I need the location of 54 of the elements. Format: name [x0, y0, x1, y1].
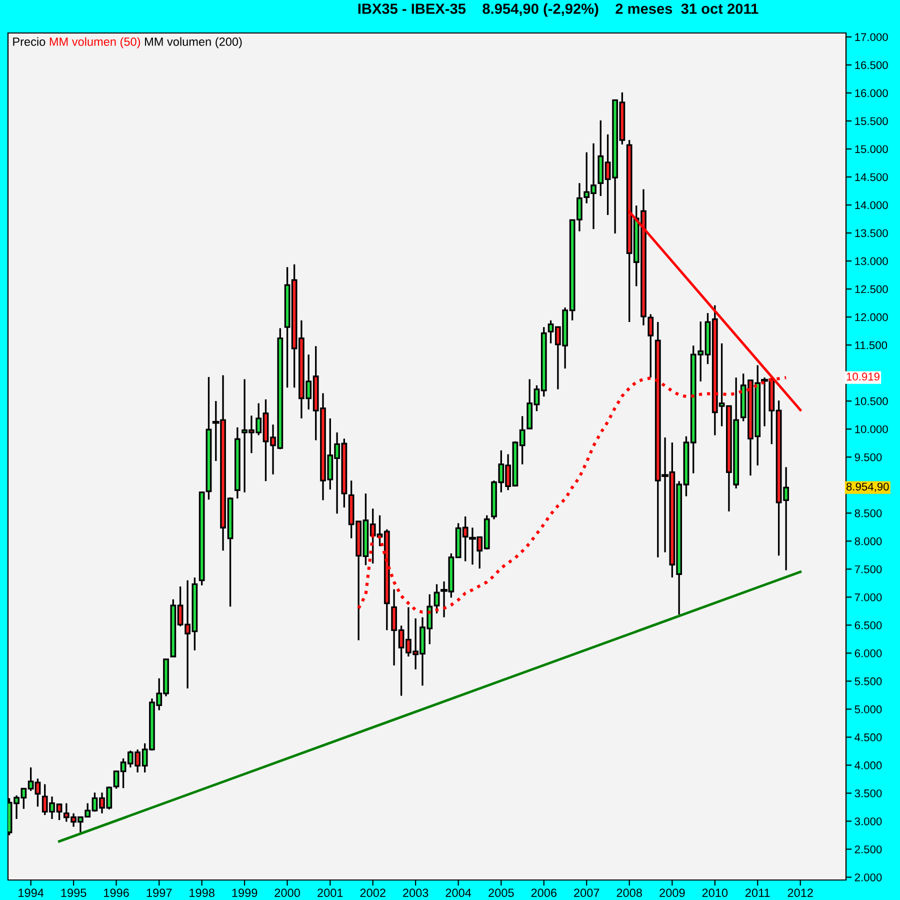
y-tick-label: 3.000: [854, 817, 882, 826]
y-tick-label: 6.500: [854, 621, 882, 630]
y-tick-label: 12.000: [855, 313, 888, 322]
x-tick-label: 2012: [788, 888, 813, 898]
y-tick-label: 8.000: [854, 537, 882, 546]
x-tick-label: 2008: [616, 888, 642, 898]
x-tick-label: 1995: [61, 888, 86, 898]
y-tick-label: 6.000: [854, 649, 882, 658]
y-tick-label: 15.000: [855, 145, 888, 154]
x-tick-label: 2011: [746, 888, 770, 898]
y-tick-label: 2.500: [854, 845, 882, 854]
y-tick-label: 13.500: [855, 229, 888, 238]
x-tick-label: 2004: [446, 888, 472, 898]
y-tick-label: 4.500: [854, 733, 882, 742]
y-tick-label: 12.500: [855, 285, 888, 294]
text: MM volumen (50): [50, 37, 140, 48]
x-tick-label: 2000: [274, 888, 300, 898]
y-tick-label: 16.500: [855, 61, 888, 70]
annotation: MM volumen (200): [145, 37, 242, 48]
y-tick-label: 17.000: [855, 33, 888, 42]
x-tick-label: 1994: [18, 888, 44, 898]
x-tick-label: 2009: [660, 888, 685, 898]
x-tick-label: 2002: [360, 888, 386, 898]
y-tick-label: 3.500: [854, 789, 882, 798]
x-tick-label: 2005: [488, 888, 514, 898]
x-tick-label: 1998: [190, 888, 214, 898]
y-tick-label: 9.500: [854, 453, 882, 462]
y-tick-label: 4.000: [854, 761, 882, 770]
x-tick-label: 2006: [531, 888, 556, 898]
y-tick-label: 10.000: [855, 425, 888, 434]
y-tick-label: 15.500: [855, 117, 888, 126]
y-tick-label: 5.000: [854, 705, 882, 714]
x-tick-label: 2001: [318, 888, 343, 898]
chart-title: IBX35 - IBEX-35 8.954,90 (-2,92%) 2 meses 31 oct 2011: [358, 3, 758, 17]
y-tick-label: 11.500: [855, 341, 888, 350]
text: 10.919: [846, 372, 880, 381]
y-tick-label: 13.000: [855, 257, 888, 266]
y-tick-label: 2.000: [854, 873, 882, 882]
y-tick-label: 10.500: [855, 397, 888, 406]
x-tick-label: 1997: [146, 888, 172, 898]
text: 8.954,90: [846, 482, 889, 492]
text: Precio: [13, 37, 46, 46]
y-tick-label: 7.500: [854, 565, 882, 574]
x-tick-label: 2010: [702, 888, 728, 898]
y-tick-label: 7.000: [854, 593, 882, 602]
x-tick-label: 2003: [403, 888, 428, 898]
y-tick-label: 8.500: [854, 509, 882, 518]
y-tick-label: 14.500: [855, 173, 888, 182]
x-tick-label: 1996: [104, 888, 129, 898]
x-tick-label: 2007: [574, 888, 600, 898]
y-tick-label: 5.500: [854, 677, 882, 686]
x-tick-label: 1999: [232, 888, 258, 898]
y-tick-label: 16.000: [855, 89, 888, 98]
y-tick-label: 14.000: [855, 201, 888, 210]
